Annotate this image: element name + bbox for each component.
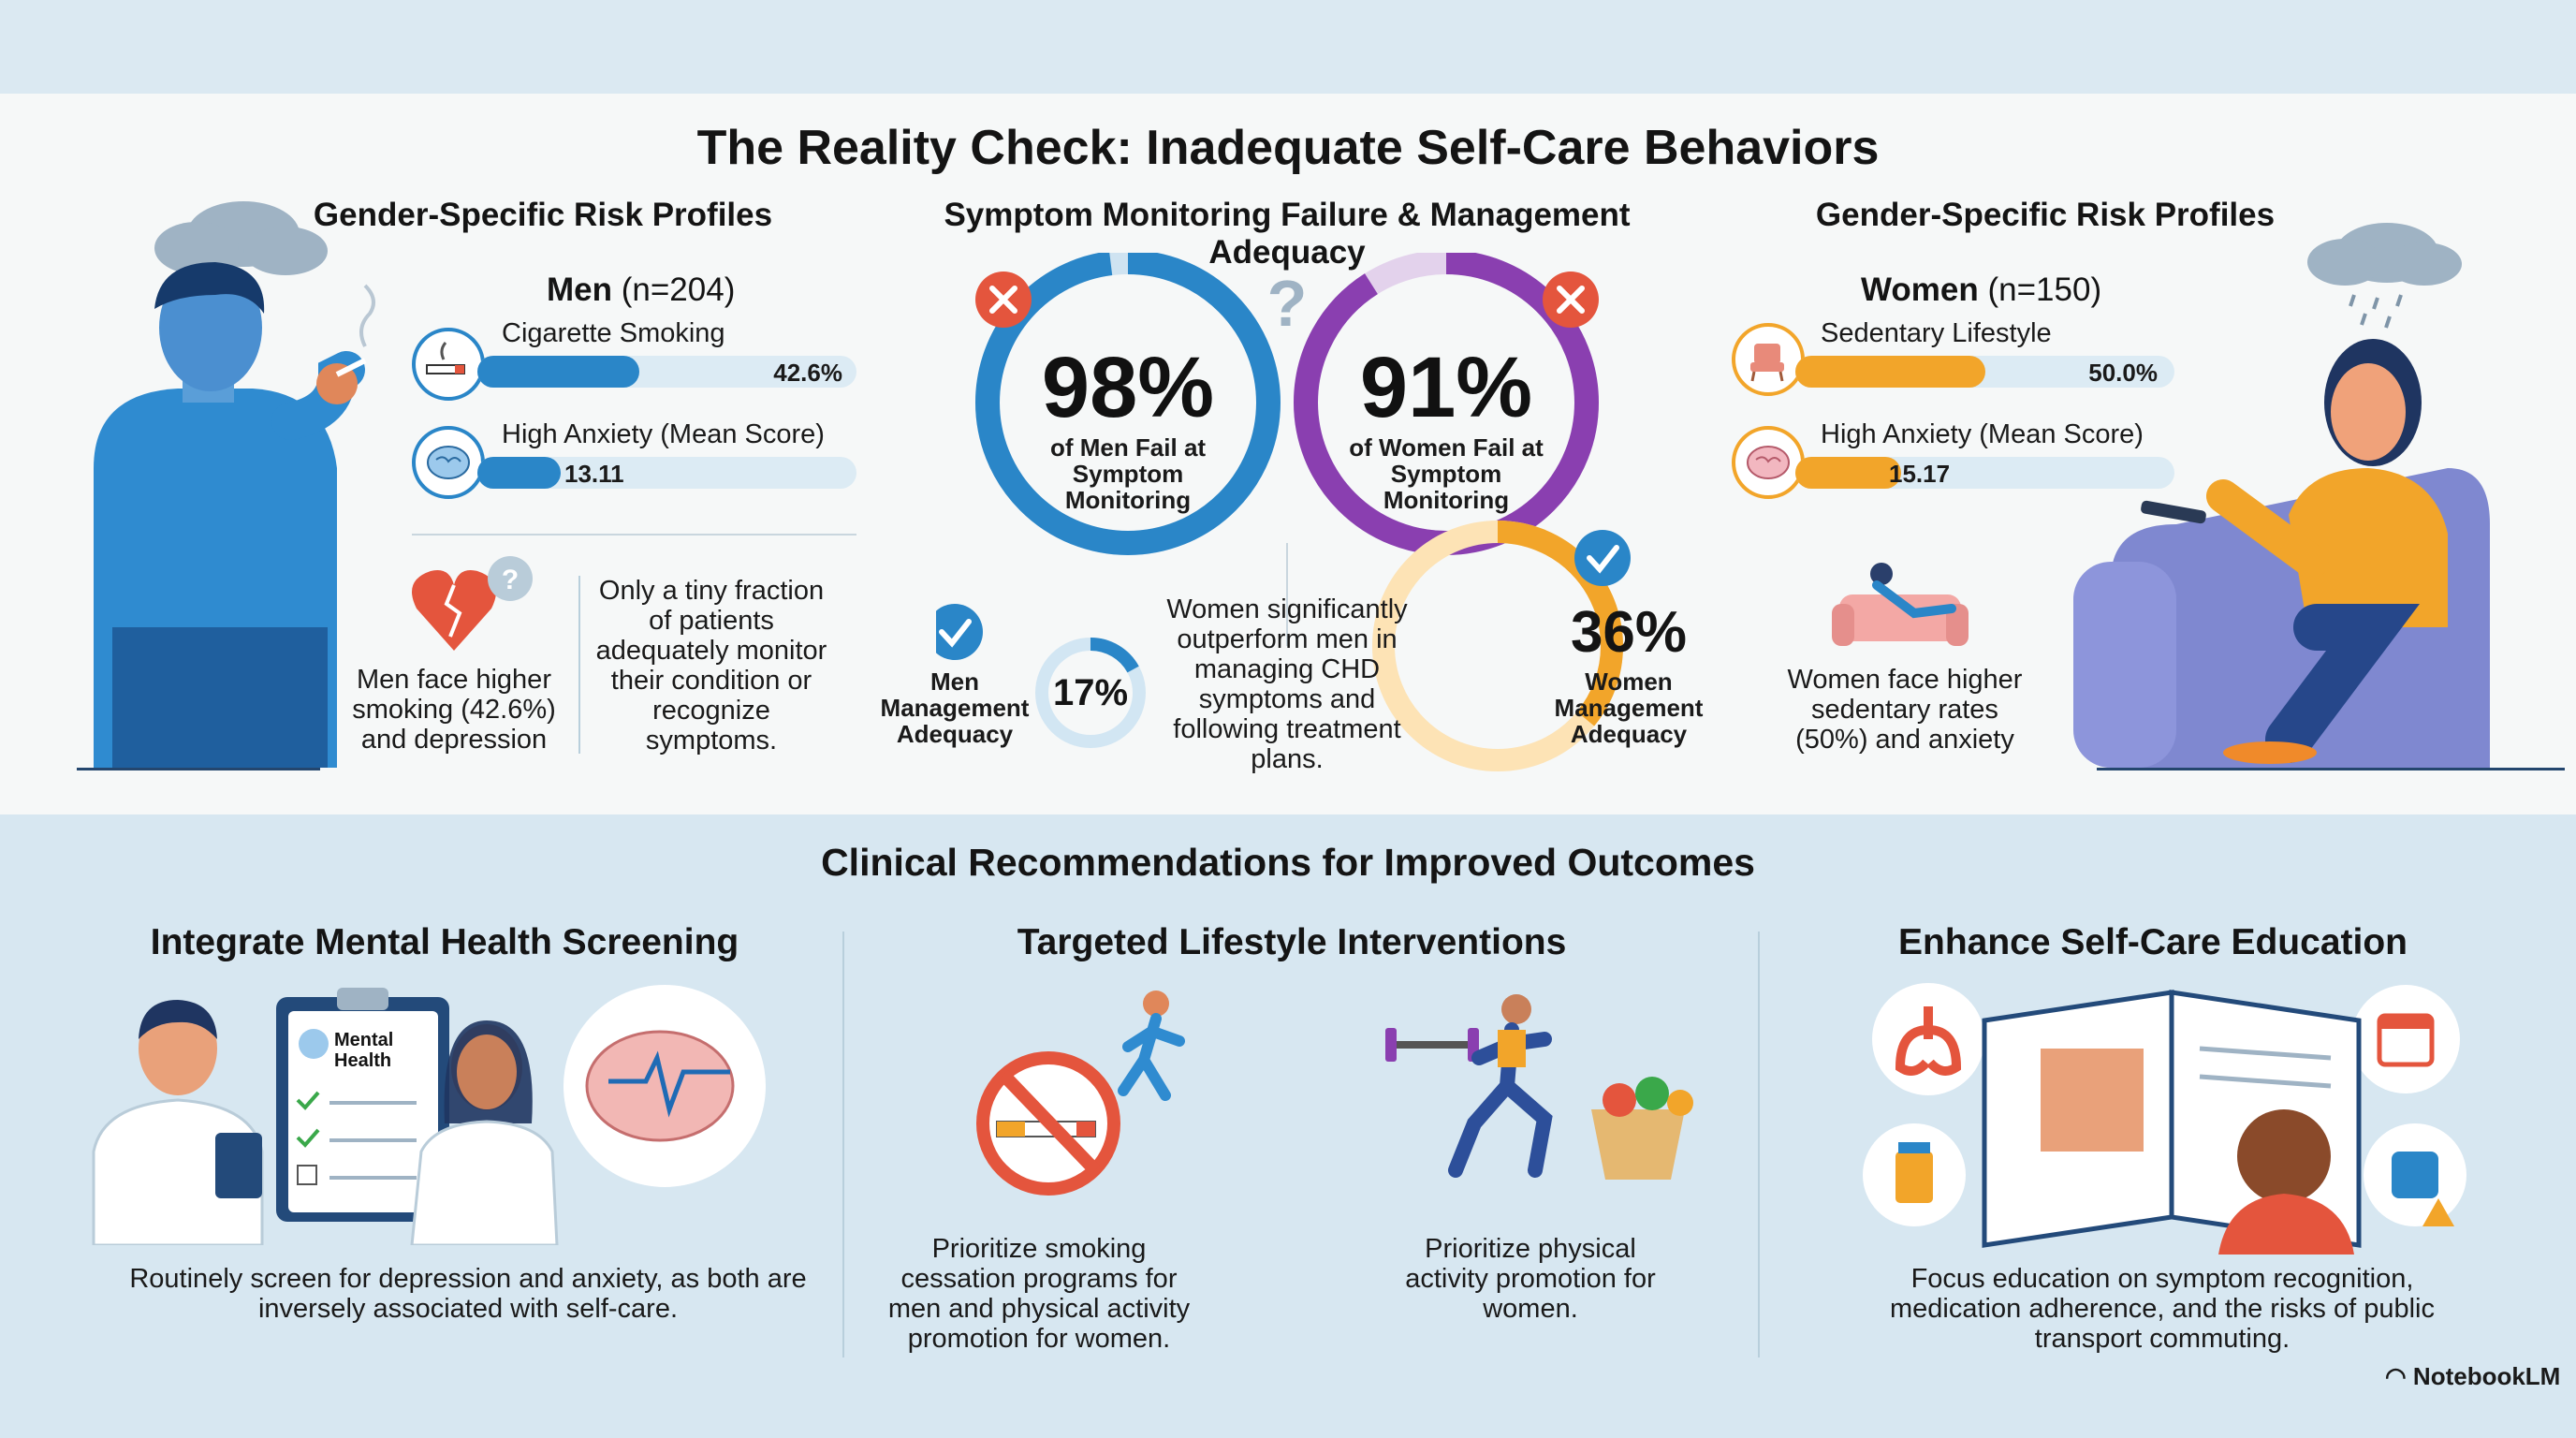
men-bar-1-track bbox=[477, 356, 856, 388]
men-fail-caption: of Men Fail at Symptom Monitoring bbox=[1049, 433, 1207, 514]
women-adequacy-check-icon bbox=[1574, 530, 1631, 586]
women-profile-heading: Gender-Specific Risk Profiles bbox=[1815, 197, 2276, 233]
women-risk-note: Women face higher sedentary rates (50%) … bbox=[1787, 665, 2023, 755]
women-bar-1-value: 50.0% bbox=[2088, 359, 2158, 387]
medication-icon bbox=[1863, 1123, 1966, 1226]
men-risk-note: Men face higher smoking (42.6%) and depr… bbox=[352, 665, 556, 755]
women-bar-1-track bbox=[1795, 356, 2174, 388]
svg-text:?: ? bbox=[502, 565, 519, 595]
women-fail-caption: of Women Fail at Symptom Monitoring bbox=[1349, 433, 1544, 514]
men-bar-2-track bbox=[477, 457, 856, 489]
woman-on-couch-illustration bbox=[2073, 223, 2490, 768]
men-adequacy-value: 17% bbox=[1052, 672, 1129, 713]
comparison-note: Women significantly outperform men in ma… bbox=[1166, 594, 1408, 774]
rec-1-heading: Integrate Mental Health Screening bbox=[150, 922, 739, 962]
men-bar-1-fill bbox=[477, 356, 639, 388]
women-adequacy-ring bbox=[1372, 521, 1623, 771]
women-fail-x-icon bbox=[1543, 271, 1599, 328]
lungs-icon bbox=[1872, 983, 1984, 1095]
rec-1-text: Routinely screen for depression and anxi… bbox=[129, 1264, 807, 1324]
doctor-female-icon bbox=[410, 1020, 559, 1245]
women-bar-2-fill bbox=[1795, 457, 1902, 489]
floor-line bbox=[77, 768, 320, 770]
monitoring-note: Only a tiny fraction of patients adequat… bbox=[595, 576, 827, 756]
svg-text:?: ? bbox=[1267, 267, 1308, 340]
rec-3-text: Focus education on symptom recognition, … bbox=[1890, 1264, 2435, 1354]
brain-icon bbox=[1732, 426, 1805, 499]
men-group-heading: Men (n=204) bbox=[547, 271, 736, 308]
question-icon: ? bbox=[1267, 267, 1308, 340]
center-heading: Symptom Monitoring Failure & Management … bbox=[944, 197, 1631, 271]
column-divider-1 bbox=[842, 932, 844, 1357]
men-bar-2-label: High Anxiety (Mean Score) bbox=[502, 419, 825, 449]
men-profile-heading: Gender-Specific Risk Profiles bbox=[313, 197, 773, 233]
man-smoking-illustration bbox=[94, 201, 375, 768]
doctor-icon bbox=[92, 1000, 264, 1245]
rec-2-heading: Targeted Lifestyle Interventions bbox=[1017, 922, 1567, 962]
men-fail-ring bbox=[975, 253, 1281, 555]
women-adequacy-label: Women Management Adequacy bbox=[1554, 668, 1704, 748]
note-divider bbox=[578, 576, 580, 754]
women-bar-2-value: 15.17 bbox=[1889, 460, 1951, 488]
page-title: The Reality Check: Inadequate Self-Care … bbox=[696, 121, 1880, 175]
brand-logo: ◠ NotebookLM bbox=[2385, 1362, 2561, 1390]
men-bar-2-value: 13.11 bbox=[564, 460, 624, 488]
bus-icon bbox=[2364, 1123, 2466, 1226]
rain-cloud-icon bbox=[2307, 223, 2462, 329]
mental-health-screening-illustration bbox=[92, 985, 766, 1245]
women-bar-2-track bbox=[1795, 457, 2174, 489]
clipboard-label: Mental Health bbox=[334, 1030, 394, 1071]
women-group-heading: Women (n=150) bbox=[1861, 271, 2102, 308]
clipboard-icon bbox=[276, 988, 449, 1222]
couch-lounging-icon bbox=[1832, 563, 1969, 646]
floor-line-right bbox=[2097, 768, 2565, 770]
monitoring-rings: ? bbox=[936, 253, 1631, 771]
cigarette-icon bbox=[412, 328, 485, 401]
men-adequacy-check-icon bbox=[936, 604, 983, 660]
broken-heart-icon: ? bbox=[412, 556, 533, 651]
brain-icon bbox=[412, 426, 485, 499]
rec-3-heading: Enhance Self-Care Education bbox=[1898, 922, 2408, 962]
women-bar-1-fill bbox=[1795, 356, 1985, 388]
men-fail-x-icon bbox=[975, 271, 1032, 328]
dumbbell-icon bbox=[1385, 1028, 1479, 1062]
men-bar-1-label: Cigarette Smoking bbox=[502, 318, 725, 348]
men-fail-value: 98% bbox=[1041, 340, 1215, 435]
rec-2-text-left: Prioritize smoking cessation programs fo… bbox=[887, 1234, 1191, 1354]
men-adequacy-ring bbox=[1035, 638, 1146, 748]
no-smoking-icon bbox=[976, 1051, 1120, 1196]
men-bar-2-fill bbox=[477, 457, 562, 489]
cloud-icon bbox=[154, 201, 328, 275]
calendar-icon bbox=[2351, 985, 2460, 1093]
rec-2-text-right: Prioritize physical activity promotion f… bbox=[1405, 1234, 1656, 1324]
food-basket-icon bbox=[1591, 1077, 1693, 1180]
women-bar-1-label: Sedentary Lifestyle bbox=[1821, 318, 2052, 348]
brain-icon bbox=[564, 985, 766, 1187]
recommendations-title: Clinical Recommendations for Improved Ou… bbox=[821, 841, 1755, 884]
runner-icon bbox=[1118, 990, 1185, 1101]
men-bar-1-value: 42.6% bbox=[773, 359, 842, 387]
men-adequacy-label: Men Management Adequacy bbox=[880, 668, 1030, 748]
column-divider-2 bbox=[1758, 932, 1760, 1357]
women-adequacy-value: 36% bbox=[1570, 600, 1688, 665]
self-care-education-illustration bbox=[1863, 983, 2466, 1255]
divider-line bbox=[412, 534, 856, 536]
reader-icon bbox=[2218, 1109, 2354, 1255]
women-bar-2-label: High Anxiety (Mean Score) bbox=[1821, 419, 2144, 449]
chair-icon bbox=[1732, 323, 1805, 396]
women-fail-value: 91% bbox=[1359, 340, 1533, 435]
notebooklm-icon: ◠ bbox=[2385, 1362, 2407, 1390]
woman-running-icon bbox=[1448, 994, 1553, 1178]
lifestyle-illustration bbox=[976, 990, 1693, 1196]
